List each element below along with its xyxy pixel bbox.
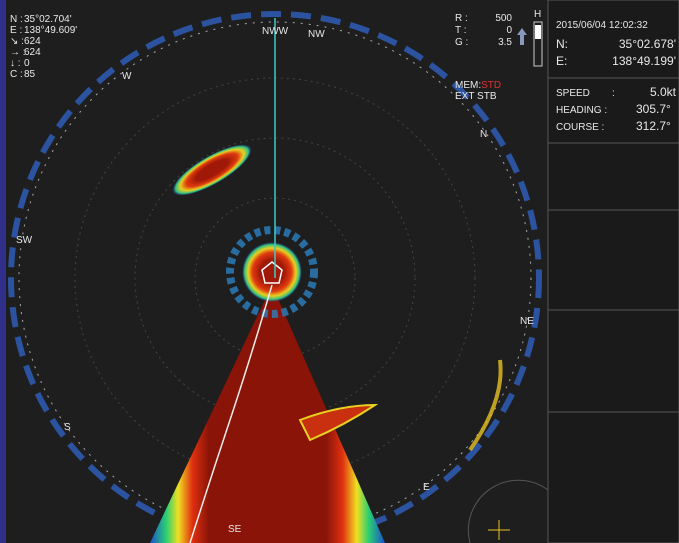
gauge bbox=[533, 21, 543, 67]
lon-label: E: bbox=[556, 54, 567, 68]
position-value: 624 bbox=[24, 36, 41, 47]
compass-label: E bbox=[423, 482, 430, 493]
lat-value: 35°02.678' bbox=[619, 37, 676, 51]
position-label: ↓ : bbox=[10, 58, 21, 69]
compass-label: N bbox=[480, 129, 487, 140]
position-label: → : bbox=[10, 47, 26, 58]
course-value: 312.7° bbox=[636, 119, 671, 133]
sonar-display: NWW NW W N SW NE S E SE bbox=[8, 11, 548, 543]
position-value: 85 bbox=[24, 69, 36, 80]
settings-readout: R : 500 T : 0 G : 3.5 bbox=[455, 13, 512, 48]
compass-label: NWW bbox=[262, 26, 289, 37]
compass-label: NE bbox=[520, 316, 534, 327]
compass-label: SE bbox=[228, 524, 242, 535]
mem-label: MEM: bbox=[455, 80, 481, 91]
info-panel: 2015/06/04 12:02:32 N: 35°02.678' E: 138… bbox=[547, 0, 679, 543]
lon-value: 138°49.199' bbox=[612, 54, 676, 68]
gauge-arrow bbox=[517, 28, 527, 45]
setting-label: T : bbox=[455, 25, 466, 36]
compass-label: S bbox=[64, 422, 71, 433]
color-scale bbox=[0, 0, 6, 543]
setting-value: 500 bbox=[495, 13, 512, 24]
compass-label: SW bbox=[16, 235, 33, 246]
speed-label: SPEED bbox=[556, 88, 590, 99]
position-value: 35°02.704' bbox=[24, 14, 72, 25]
position-readout: N :35°02.704'E :138°49.609'↘ :624→ :624↓… bbox=[10, 14, 77, 80]
mem-value: STD bbox=[481, 80, 501, 91]
position-value: 624 bbox=[24, 47, 41, 58]
position-label: ↘ : bbox=[10, 36, 24, 47]
heading-value: 305.7° bbox=[636, 102, 671, 116]
gauge-level bbox=[535, 25, 541, 39]
setting-value: 0 bbox=[506, 25, 512, 36]
speed-sep: : bbox=[612, 88, 615, 99]
heading-label: HEADING : bbox=[556, 105, 607, 116]
position-label: C : bbox=[10, 69, 23, 80]
ext-status: EXT STB bbox=[455, 91, 497, 102]
gauge-label: H bbox=[534, 9, 541, 20]
position-label: N : bbox=[10, 14, 23, 25]
position-value: 138°49.609' bbox=[24, 25, 77, 36]
speed-value: 5.0kt bbox=[650, 85, 677, 99]
lat-label: N: bbox=[556, 37, 568, 51]
position-value: 0 bbox=[24, 58, 30, 69]
position-label: E : bbox=[10, 25, 22, 36]
compass-label: W bbox=[122, 71, 132, 82]
setting-value: 3.5 bbox=[498, 37, 512, 48]
setting-label: R : bbox=[455, 13, 468, 24]
datetime: 2015/06/04 12:02:32 bbox=[556, 20, 648, 31]
mem-status: MEM:STD bbox=[455, 80, 501, 91]
course-label: COURSE : bbox=[556, 122, 604, 133]
setting-label: G : bbox=[455, 37, 468, 48]
compass-label: NW bbox=[308, 29, 325, 40]
